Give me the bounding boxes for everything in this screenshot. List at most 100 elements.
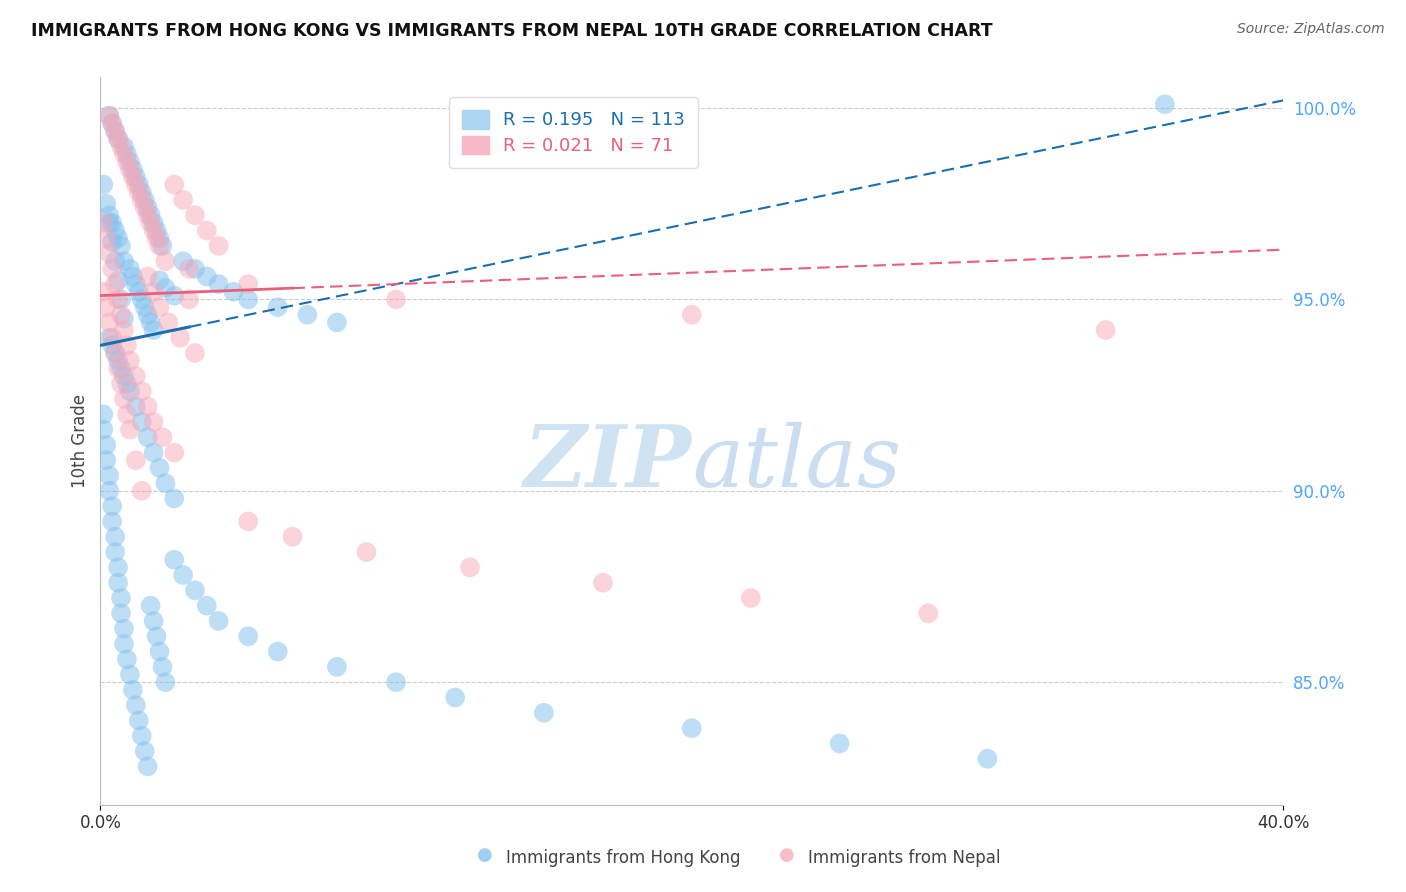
Text: atlas: atlas	[692, 422, 901, 504]
Point	[297, 308, 319, 322]
Text: ZIP: ZIP	[524, 421, 692, 505]
Point	[131, 293, 153, 307]
Point	[101, 515, 124, 529]
Point	[1094, 323, 1116, 337]
Point	[134, 744, 156, 758]
Point	[91, 216, 114, 230]
Point	[112, 254, 135, 268]
Point	[104, 124, 127, 138]
Point	[98, 331, 121, 345]
Point	[142, 323, 165, 337]
Point	[1153, 97, 1175, 112]
Point	[122, 162, 145, 177]
Point	[155, 675, 177, 690]
Point	[326, 315, 349, 329]
Point	[184, 583, 207, 598]
Point	[356, 545, 378, 559]
Point	[681, 721, 703, 735]
Point	[110, 308, 132, 322]
Point	[195, 269, 218, 284]
Point	[91, 407, 114, 421]
Point	[136, 400, 159, 414]
Point	[976, 752, 998, 766]
Point	[136, 269, 159, 284]
Point	[172, 254, 194, 268]
Point	[385, 675, 408, 690]
Point	[104, 254, 127, 268]
Point	[98, 246, 121, 260]
Point	[131, 186, 153, 200]
Point	[139, 599, 162, 613]
Point	[107, 353, 129, 368]
Point	[104, 346, 127, 360]
Point	[104, 530, 127, 544]
Point	[107, 131, 129, 145]
Point	[177, 261, 200, 276]
Point	[107, 273, 129, 287]
Point	[207, 239, 229, 253]
Point	[184, 208, 207, 222]
Point	[207, 277, 229, 292]
Point	[98, 468, 121, 483]
Text: Source: ZipAtlas.com: Source: ZipAtlas.com	[1237, 22, 1385, 37]
Point	[267, 300, 290, 314]
Point	[148, 239, 170, 253]
Point	[238, 277, 260, 292]
Point	[122, 169, 145, 184]
Point	[238, 293, 260, 307]
Point	[118, 261, 141, 276]
Point	[115, 652, 138, 666]
Point	[98, 109, 121, 123]
Point	[112, 311, 135, 326]
Point	[112, 637, 135, 651]
Point	[136, 759, 159, 773]
Point	[177, 293, 200, 307]
Point	[326, 660, 349, 674]
Point	[110, 361, 132, 376]
Point	[98, 208, 121, 222]
Y-axis label: 10th Grade: 10th Grade	[72, 394, 89, 488]
Point	[238, 629, 260, 643]
Point	[828, 736, 851, 750]
Point	[115, 338, 138, 352]
Legend: R = 0.195   N = 113, R = 0.021   N = 71: R = 0.195 N = 113, R = 0.021 N = 71	[449, 97, 697, 168]
Point	[98, 483, 121, 498]
Point	[118, 353, 141, 368]
Point	[107, 361, 129, 376]
Point	[238, 515, 260, 529]
Point	[125, 178, 148, 192]
Point	[98, 109, 121, 123]
Point	[145, 231, 167, 245]
Point	[125, 169, 148, 184]
Point	[118, 667, 141, 681]
Point	[96, 453, 118, 467]
Point	[152, 239, 174, 253]
Point	[134, 201, 156, 215]
Point	[110, 239, 132, 253]
Point	[172, 568, 194, 582]
Point	[118, 423, 141, 437]
Point	[96, 438, 118, 452]
Point	[134, 300, 156, 314]
Point	[118, 384, 141, 399]
Point	[112, 622, 135, 636]
Point	[98, 315, 121, 329]
Point	[125, 277, 148, 292]
Text: IMMIGRANTS FROM HONG KONG VS IMMIGRANTS FROM NEPAL 10TH GRADE CORRELATION CHART: IMMIGRANTS FROM HONG KONG VS IMMIGRANTS …	[31, 22, 993, 40]
Point	[152, 660, 174, 674]
Point	[148, 644, 170, 658]
Point	[128, 178, 150, 192]
Point	[142, 614, 165, 628]
Point	[104, 346, 127, 360]
Point	[101, 235, 124, 249]
Point	[101, 116, 124, 130]
Point	[110, 139, 132, 153]
Point	[195, 223, 218, 237]
Text: Immigrants from Nepal: Immigrants from Nepal	[808, 849, 1001, 867]
Point	[155, 476, 177, 491]
Point	[122, 682, 145, 697]
Point	[125, 453, 148, 467]
Point	[104, 223, 127, 237]
Text: ●: ●	[477, 847, 494, 864]
Text: ●: ●	[779, 847, 796, 864]
